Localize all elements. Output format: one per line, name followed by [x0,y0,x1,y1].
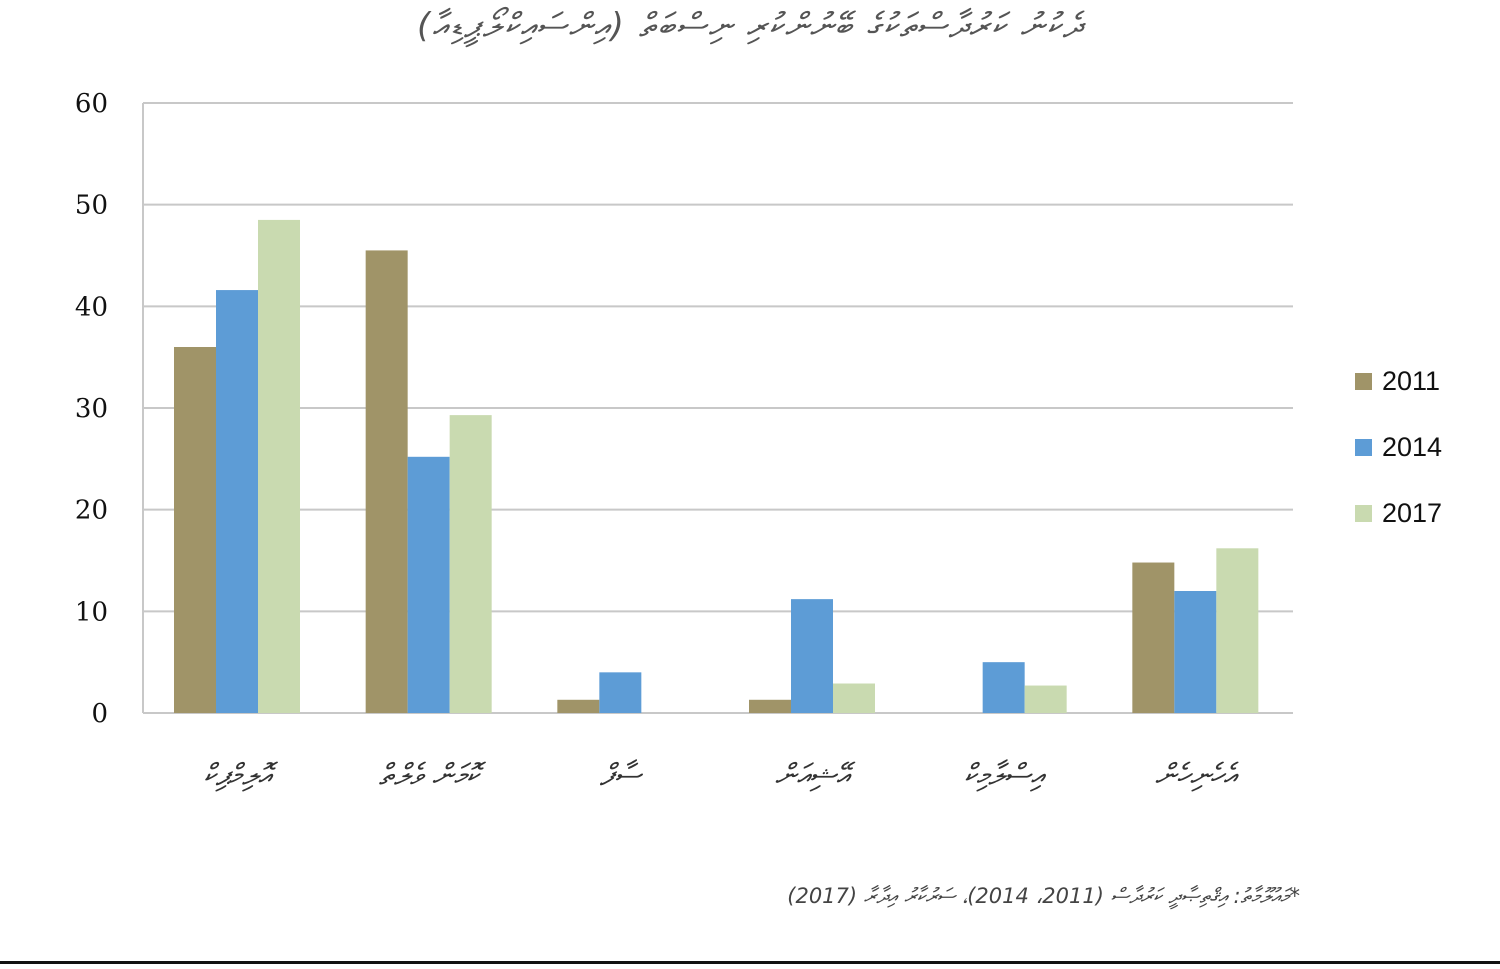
bar-2014-2 [599,672,642,713]
bar-2017-5 [1216,548,1259,713]
bar-2011-2 [557,699,600,713]
bar-2011-3 [749,699,791,713]
legend-swatch-2014 [1355,438,1372,456]
y-tick-label: 0 [91,699,108,729]
chart-title: ދެކުނު ކަރުދާސްތަކުގެ ބޭނުންކުރި ނިސްބަތ… [417,6,1083,46]
bar-2011-0 [174,347,216,713]
legend-item-2017: 2017 [1355,480,1442,546]
bar-2017-4 [1024,685,1067,713]
y-tick-label: 20 [75,496,108,526]
legend-label-2014: 2014 [1382,431,1443,462]
legend-label-2011: 2011 [1382,365,1441,396]
source-footnote: *މައުލޫމާތު: އިޤްތިޞާދީ ކަރުދާސް (2011، … [787,884,1300,908]
y-tick-label: 30 [75,394,108,424]
x-tick-label: އެހެނިހެން [1155,758,1239,793]
bar-2014-3 [791,599,833,713]
bar-2017-3 [833,683,875,713]
bar-2017-1 [449,415,492,713]
bar-2017-0 [258,219,300,713]
x-tick-label: ސާފް [600,758,644,793]
y-tick-label: 60 [75,89,108,119]
chart-legend: 2011 2014 2017 [1355,348,1442,546]
bar-2014-4 [982,662,1025,713]
bar-2014-0 [216,290,258,713]
x-tick-label: އޮލިމްޕިކް [203,758,279,793]
y-tick-label: 40 [75,292,108,322]
bar-2011-5 [1132,562,1175,713]
bar-2014-1 [407,456,450,713]
x-tick-label: އިސްލާމިކް [964,758,1047,793]
bar-2011-1 [365,250,408,713]
legend-item-2011: 2011 [1355,348,1442,414]
y-tick-label: 50 [75,191,108,221]
x-tick-label: އޭޝިއަން [775,758,856,793]
y-tick-label: 10 [75,597,108,627]
legend-label-2017: 2017 [1382,497,1443,528]
bottom-rule [0,961,1500,964]
legend-swatch-2017 [1355,504,1372,522]
legend-swatch-2011 [1355,372,1372,390]
legend-item-2014: 2014 [1355,414,1442,480]
bar-2014-5 [1174,591,1217,713]
x-tick-label: ކޮމަން ވެލްތް [379,758,487,793]
